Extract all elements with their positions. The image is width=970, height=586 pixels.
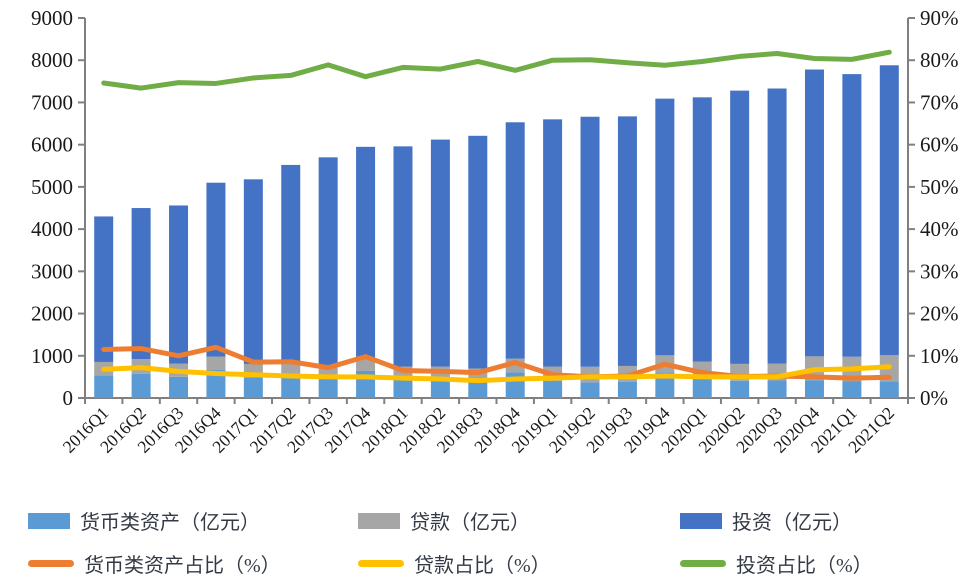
right-axis-tick-label: 70% xyxy=(920,90,959,114)
percentage-line xyxy=(101,364,892,384)
legend-label: 货币类资产（亿元） xyxy=(80,512,260,534)
bar-segment xyxy=(356,146,376,358)
legend-item: 贷款占比（%） xyxy=(358,549,680,578)
bar-segment xyxy=(804,69,824,357)
bar-segment xyxy=(281,375,301,398)
right-axis-tick-label: 90% xyxy=(920,6,959,30)
bar-segment xyxy=(505,372,525,398)
legend-label: 投资占比（%） xyxy=(736,555,873,577)
bar-segment xyxy=(692,378,712,398)
legend-label: 投资（亿元） xyxy=(732,512,852,534)
left-axis-tick-label: 0 xyxy=(63,386,74,410)
bar-segment xyxy=(692,97,712,362)
bar-segment xyxy=(543,119,563,367)
combo-chart: 0 1000 2000 3000 4000 5000 6000 7000 8000 9000 0% 1… xyxy=(31,6,959,457)
right-axis-tick-label: 60% xyxy=(920,133,959,157)
bar-segment xyxy=(281,362,301,376)
bar-segment xyxy=(430,139,450,367)
bar-segment xyxy=(655,98,675,356)
bar-segment xyxy=(767,380,787,398)
left-axis-tick-label: 3000 xyxy=(31,259,73,283)
chart-legend: 货币类资产（亿元） 贷款（亿元） 投资（亿元） 货币类资产占比（%） 贷款占比（%） 投资… xyxy=(28,506,948,578)
bar-segment xyxy=(318,157,338,366)
bar-segment xyxy=(169,205,189,364)
bar-segment xyxy=(206,370,226,398)
legend-line-swatch xyxy=(680,560,726,567)
legend-line-swatch xyxy=(28,560,74,567)
bar-segment xyxy=(879,65,899,356)
bar-segment xyxy=(468,380,488,398)
legend-item: 货币类资产（亿元） xyxy=(28,506,358,535)
legend-bar-swatch xyxy=(680,512,722,529)
right-axis-tick-label: 50% xyxy=(920,175,959,199)
left-axis-tick-label: 4000 xyxy=(31,217,73,241)
legend-label: 货币类资产占比（%） xyxy=(84,555,281,577)
chart-canvas: 0 1000 2000 3000 4000 5000 6000 7000 8000 9000 0% 1… xyxy=(31,6,959,457)
right-axis-tick-label: 20% xyxy=(920,302,959,326)
left-axis-tick-label: 2000 xyxy=(31,302,73,326)
legend-item: 投资占比（%） xyxy=(680,549,948,578)
right-axis-tick-label: 80% xyxy=(920,48,959,72)
bar-segment xyxy=(281,164,301,363)
right-axis-tick-label: 10% xyxy=(920,344,959,368)
bar-segment xyxy=(767,88,787,364)
bar-segment xyxy=(580,116,600,367)
left-axis-tick-label: 6000 xyxy=(31,133,73,157)
legend-line-swatch xyxy=(358,560,404,567)
bar-segment xyxy=(131,373,151,398)
right-axis-tick-label: 40% xyxy=(920,217,959,241)
bar-segment xyxy=(617,381,637,398)
bar-segment xyxy=(430,379,450,398)
left-axis-tick-label: 7000 xyxy=(31,90,73,114)
right-axis-tick-label: 30% xyxy=(920,259,959,283)
legend-bar-swatch xyxy=(28,512,70,529)
bar-segment xyxy=(169,376,189,398)
bar-segment xyxy=(730,90,750,364)
left-axis-tick-label: 9000 xyxy=(31,6,73,30)
bar-segment xyxy=(94,216,114,362)
legend-item: 货币类资产占比（%） xyxy=(28,549,358,578)
legend-item: 投资（亿元） xyxy=(680,506,948,535)
bar-segment xyxy=(131,208,151,360)
legend-label: 贷款占比（%） xyxy=(414,555,551,577)
bar-segment xyxy=(580,382,600,398)
bar-segment xyxy=(655,372,675,398)
left-axis-tick-label: 8000 xyxy=(31,48,73,72)
right-axis-tick-label: 0% xyxy=(920,386,948,410)
bar-segment xyxy=(393,146,413,367)
bar-segment xyxy=(206,182,226,357)
bar-segment xyxy=(842,74,862,357)
legend-bar-swatch xyxy=(358,512,400,529)
bar-segment xyxy=(617,116,637,366)
bar-segment xyxy=(206,356,226,371)
bar-segment xyxy=(393,379,413,398)
legend-item: 贷款（亿元） xyxy=(358,506,680,535)
bar-segment xyxy=(879,381,899,398)
bar-segment xyxy=(468,135,488,369)
left-axis-tick-label: 1000 xyxy=(31,344,73,368)
bar-segment xyxy=(243,179,263,364)
bar-segment xyxy=(243,377,263,398)
bar-segment xyxy=(730,380,750,398)
percentage-line xyxy=(101,49,892,91)
bar-segment xyxy=(94,375,114,398)
bar-segment xyxy=(842,381,862,398)
bar-segment xyxy=(505,122,525,359)
left-axis-tick-label: 5000 xyxy=(31,175,73,199)
bar-segment xyxy=(318,379,338,398)
bar-segment xyxy=(804,380,824,398)
bar-segment xyxy=(543,381,563,398)
legend-label: 贷款（亿元） xyxy=(410,512,530,534)
